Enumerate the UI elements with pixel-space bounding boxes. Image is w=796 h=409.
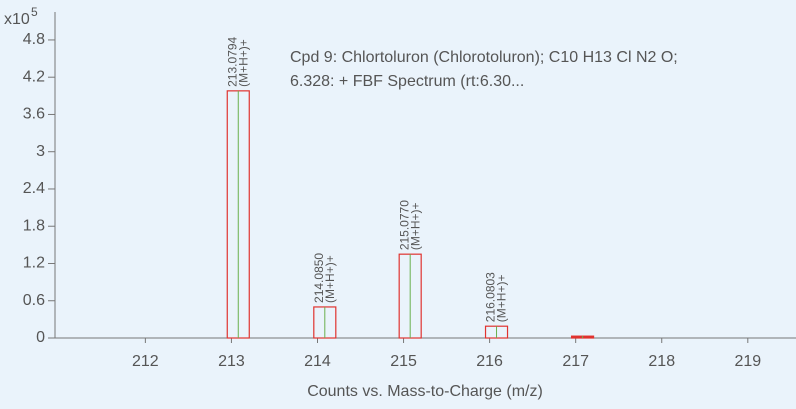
peak-label: 214.0850 (312, 253, 326, 303)
x-tick-label: 216 (476, 353, 503, 370)
y-tick-label: 2.4 (23, 180, 45, 197)
adduct-label: (M+H+)+ (323, 255, 337, 303)
y-tick-label: 4.2 (23, 68, 45, 85)
y-multiplier-base: x10 (4, 11, 30, 28)
y-tick-label: 1.2 (23, 255, 45, 272)
x-tick-label: 214 (304, 353, 331, 370)
y-multiplier-exponent: 5 (31, 5, 38, 19)
y-tick-label: 0 (36, 329, 45, 346)
x-tick-label: 217 (562, 353, 589, 370)
annotation-line: Cpd 9: Chlortoluron (Chlorotoluron); C10… (290, 49, 678, 66)
x-tick-label: 213 (218, 353, 245, 370)
adduct-label: (M+H+)+ (495, 275, 509, 323)
peak-label: 213.0794 (225, 36, 239, 86)
peak-label: 216.0803 (484, 272, 498, 322)
adduct-label: (M+H+)+ (236, 39, 250, 87)
x-tick-label: 219 (734, 353, 761, 370)
x-axis-label: Counts vs. Mass-to-Charge (m/z) (307, 383, 543, 400)
y-tick-label: 1.8 (23, 217, 45, 234)
x-tick-label: 212 (132, 353, 159, 370)
peak-label: 215.0770 (397, 200, 411, 250)
y-tick-label: 4.8 (23, 31, 45, 48)
y-tick-label: 3.6 (23, 106, 45, 123)
annotation-line: 6.328: + FBF Spectrum (rt:6.30... (290, 73, 524, 90)
x-tick-label: 215 (390, 353, 417, 370)
adduct-label: (M+H+)+ (408, 202, 422, 250)
y-tick-label: 0.6 (23, 292, 45, 309)
y-tick-label: 3 (36, 143, 45, 160)
x-tick-label: 218 (648, 353, 675, 370)
